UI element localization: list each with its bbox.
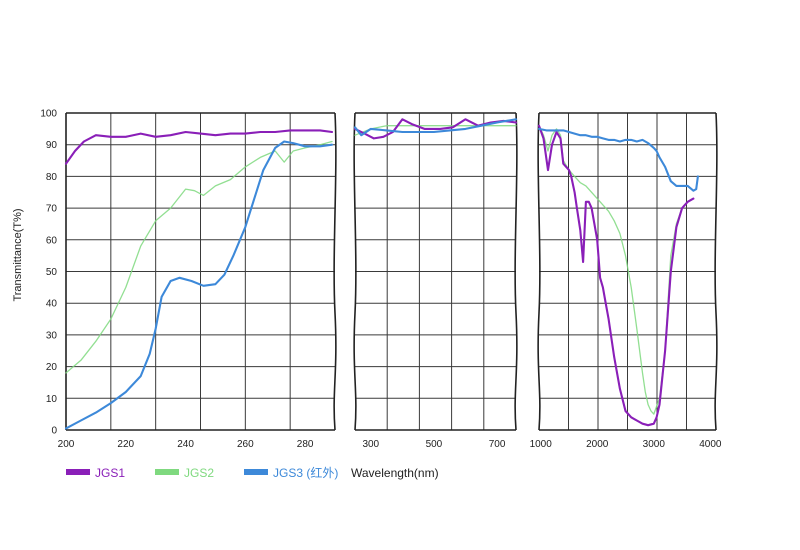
x-tick-label: 700 [489,439,506,450]
series-line-jgs3 [537,127,699,192]
x-tick-label: 2000 [586,439,609,450]
legend-label-jgs1: JGS1 [95,466,125,480]
y-tick-label: 30 [46,330,58,341]
legend-label-jgs3: JGS3 (红外) [273,465,338,480]
series-line-jgs1 [537,124,695,427]
y-tick-label: 80 [46,172,58,183]
x-tick-label: 260 [237,439,254,450]
frame-right-break [714,112,718,431]
series-line-jgs2 [65,140,333,374]
x-tick-label: 240 [177,439,194,450]
legend: JGS1 JGS2 JGS3 (红外) Wavelength(nm) [66,465,439,480]
frame-left-break [537,112,541,431]
legend-swatch-jgs3 [244,469,268,475]
legend-swatch-jgs1 [66,469,90,475]
y-axis-label: Transmittance(T%) [12,208,24,301]
x-tick-label: 3000 [643,439,666,450]
y-tick-label: 100 [40,109,57,120]
y-tick-label: 60 [46,235,58,246]
panel-3: 1000 2000 3000 4000 [530,112,722,450]
legend-swatch-jgs2 [155,469,179,475]
panel-1: 200 220 240 260 280 [58,112,337,450]
y-tick-label: 0 [51,426,57,437]
panels-layer: 0 10 20 30 40 50 60 70 80 90 100 200 220 240 260 280 300… [40,109,722,451]
y-tick-label: 20 [46,362,58,373]
x-tick-label: 4000 [699,439,722,450]
series-line-jgs1 [353,118,518,140]
x-tick-label: 220 [117,439,134,450]
legend-label-jgs2: JGS2 [184,466,214,480]
frame-right-break [514,112,518,431]
y-tick-label: 70 [46,204,58,215]
x-tick-label: 300 [362,439,379,450]
series-line-jgs1 [64,129,334,165]
series-line-jgs3 [64,140,334,430]
y-tick-label: 90 [46,140,58,151]
series-line-jgs3 [353,118,518,137]
y-tick-label: 50 [46,267,58,278]
panel-2: 300 500 700 [353,112,518,450]
x-tick-label: 280 [297,439,314,450]
x-tick-label: 200 [58,439,75,450]
x-tick-label: 1000 [530,439,553,450]
x-tick-label: 500 [426,439,443,450]
y-tick-label: 40 [46,299,58,310]
frame-right-break [333,112,337,431]
frame-left-break [353,112,357,431]
y-tick-label: 10 [46,394,58,405]
wavelength-label: Wavelength(nm) [351,466,439,480]
